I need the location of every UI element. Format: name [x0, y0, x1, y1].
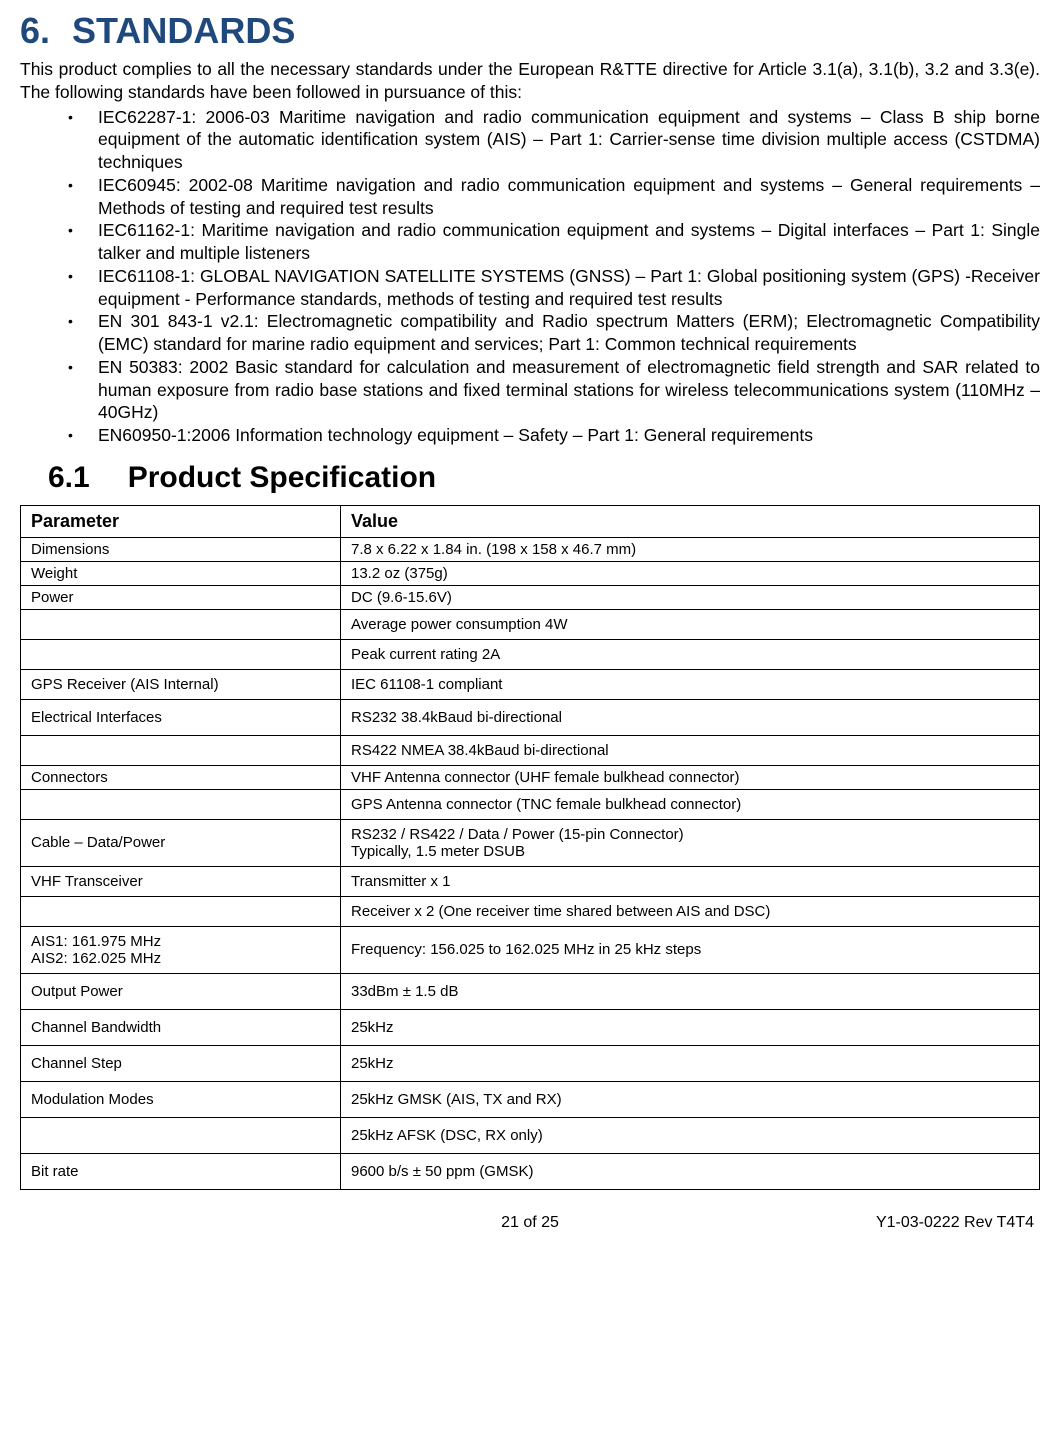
cell-parameter: AIS1: 161.975 MHz AIS2: 162.025 MHz [21, 926, 341, 973]
subsection-heading: 6.1 Product Specification [48, 461, 1040, 495]
cell-parameter: Channel Step [21, 1045, 341, 1081]
cell-parameter [21, 896, 341, 926]
cell-value: 33dBm ± 1.5 dB [341, 973, 1040, 1009]
cell-parameter [21, 1117, 341, 1153]
section-number: 6. [20, 10, 50, 51]
table-row: ConnectorsVHF Antenna connector (UHF fem… [21, 765, 1040, 789]
table-row: Channel Bandwidth25kHz [21, 1009, 1040, 1045]
cell-value: RS422 NMEA 38.4kBaud bi-directional [341, 735, 1040, 765]
section-title: STANDARDS [72, 10, 295, 51]
subsection-number: 6.1 [48, 461, 90, 494]
cell-value: 9600 b/s ± 50 ppm (GMSK) [341, 1153, 1040, 1189]
cell-value: 25kHz AFSK (DSC, RX only) [341, 1117, 1040, 1153]
table-row: PowerDC (9.6-15.6V) [21, 585, 1040, 609]
cell-value: IEC 61108-1 compliant [341, 669, 1040, 699]
cell-parameter [21, 609, 341, 639]
table-row: Average power consumption 4W [21, 609, 1040, 639]
table-row: Electrical InterfacesRS232 38.4kBaud bi-… [21, 699, 1040, 735]
cell-parameter: Cable – Data/Power [21, 819, 341, 866]
cell-value: Average power consumption 4W [341, 609, 1040, 639]
cell-value: Transmitter x 1 [341, 866, 1040, 896]
cell-value: RS232 / RS422 / Data / Power (15-pin Con… [341, 819, 1040, 866]
table-row: Receiver x 2 (One receiver time shared b… [21, 896, 1040, 926]
cell-parameter: VHF Transceiver [21, 866, 341, 896]
col-header-value: Value [341, 505, 1040, 537]
table-row: Peak current rating 2A [21, 639, 1040, 669]
cell-value: Frequency: 156.025 to 162.025 MHz in 25 … [341, 926, 1040, 973]
section-heading: 6. STANDARDS [20, 10, 1040, 52]
table-row: VHF TransceiverTransmitter x 1 [21, 866, 1040, 896]
cell-parameter: Output Power [21, 973, 341, 1009]
cell-value: RS232 38.4kBaud bi-directional [341, 699, 1040, 735]
cell-value: DC (9.6-15.6V) [341, 585, 1040, 609]
table-row: AIS1: 161.975 MHz AIS2: 162.025 MHzFrequ… [21, 926, 1040, 973]
cell-value: Peak current rating 2A [341, 639, 1040, 669]
table-row: Bit rate9600 b/s ± 50 ppm (GMSK) [21, 1153, 1040, 1189]
cell-value: 25kHz [341, 1045, 1040, 1081]
cell-parameter [21, 735, 341, 765]
footer-page: 21 of 25 [362, 1214, 698, 1232]
cell-parameter: Power [21, 585, 341, 609]
cell-value: Receiver x 2 (One receiver time shared b… [341, 896, 1040, 926]
footer-left [26, 1214, 362, 1232]
cell-parameter: Weight [21, 561, 341, 585]
cell-parameter: Bit rate [21, 1153, 341, 1189]
table-row: Cable – Data/PowerRS232 / RS422 / Data /… [21, 819, 1040, 866]
cell-parameter: Modulation Modes [21, 1081, 341, 1117]
cell-parameter [21, 789, 341, 819]
table-row: Weight13.2 oz (375g) [21, 561, 1040, 585]
list-item: EN 50383: 2002 Basic standard for calcul… [68, 356, 1040, 424]
list-item: IEC61108-1: GLOBAL NAVIGATION SATELLITE … [68, 265, 1040, 311]
list-item: IEC60945: 2002-08 Maritime navigation an… [68, 174, 1040, 220]
cell-parameter: Dimensions [21, 537, 341, 561]
cell-parameter: GPS Receiver (AIS Internal) [21, 669, 341, 699]
table-row: GPS Antenna connector (TNC female bulkhe… [21, 789, 1040, 819]
subsection-title: Product Specification [128, 461, 436, 494]
cell-value: 25kHz GMSK (AIS, TX and RX) [341, 1081, 1040, 1117]
list-item: EN 301 843-1 v2.1: Electromagnetic compa… [68, 310, 1040, 356]
standards-list: IEC62287-1: 2006-03 Maritime navigation … [20, 106, 1040, 447]
spec-table-body: Dimensions7.8 x 6.22 x 1.84 in. (198 x 1… [21, 537, 1040, 1189]
cell-value: 13.2 oz (375g) [341, 561, 1040, 585]
cell-parameter: Connectors [21, 765, 341, 789]
table-row: Dimensions7.8 x 6.22 x 1.84 in. (198 x 1… [21, 537, 1040, 561]
cell-parameter: Electrical Interfaces [21, 699, 341, 735]
footer-doc: Y1-03-0222 Rev T4T4 [698, 1214, 1034, 1232]
cell-parameter [21, 639, 341, 669]
table-row: Channel Step25kHz [21, 1045, 1040, 1081]
table-row: GPS Receiver (AIS Internal)IEC 61108-1 c… [21, 669, 1040, 699]
cell-value: 7.8 x 6.22 x 1.84 in. (198 x 158 x 46.7 … [341, 537, 1040, 561]
table-row: Modulation Modes25kHz GMSK (AIS, TX and … [21, 1081, 1040, 1117]
list-item: IEC61162-1: Maritime navigation and radi… [68, 219, 1040, 265]
col-header-parameter: Parameter [21, 505, 341, 537]
cell-value: VHF Antenna connector (UHF female bulkhe… [341, 765, 1040, 789]
list-item: IEC62287-1: 2006-03 Maritime navigation … [68, 106, 1040, 174]
list-item: EN60950-1:2006 Information technology eq… [68, 424, 1040, 447]
table-row: Output Power33dBm ± 1.5 dB [21, 973, 1040, 1009]
section-intro: This product complies to all the necessa… [20, 58, 1040, 104]
cell-value: GPS Antenna connector (TNC female bulkhe… [341, 789, 1040, 819]
cell-value: 25kHz [341, 1009, 1040, 1045]
table-row: 25kHz AFSK (DSC, RX only) [21, 1117, 1040, 1153]
spec-table: Parameter Value Dimensions7.8 x 6.22 x 1… [20, 505, 1040, 1190]
page-footer: 21 of 25 Y1-03-0222 Rev T4T4 [20, 1214, 1040, 1232]
table-row: RS422 NMEA 38.4kBaud bi-directional [21, 735, 1040, 765]
table-header-row: Parameter Value [21, 505, 1040, 537]
cell-parameter: Channel Bandwidth [21, 1009, 341, 1045]
